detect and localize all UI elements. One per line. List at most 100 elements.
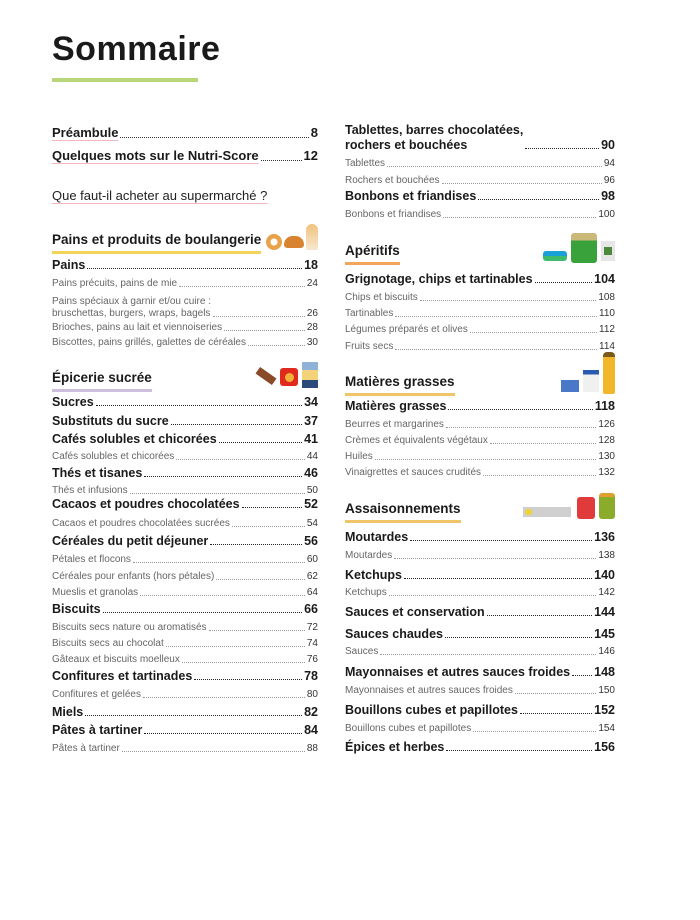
dot-leader	[194, 679, 303, 680]
toc-entry-tartinables[interactable]: Tartinables 110	[345, 308, 615, 320]
toc-entry-huiles[interactable]: Huiles 130	[345, 451, 615, 463]
page-number: 44	[306, 450, 318, 462]
toc-entry-pates-a-tartiner[interactable]: Pâtes à tartiner 88	[52, 743, 318, 755]
toc-entry-fruits-secs[interactable]: Fruits secs 114	[345, 341, 615, 353]
toc-entry-ketchups[interactable]: Ketchups 140	[345, 568, 615, 582]
toc-entry-label: Bouillons cubes et papillotes	[345, 722, 472, 734]
toc-entry-cereales-du-petit-dejeuner[interactable]: Céréales du petit déjeuner 56	[52, 534, 318, 548]
toc-entry-vinaigrettes-et-sauces-crudites[interactable]: Vinaigrettes et sauces crudités 132	[345, 467, 615, 479]
toc-entry-substituts-du-sucre[interactable]: Substituts du sucre 37	[52, 414, 318, 428]
toc-entry-biscottes-pains-grilles-galettes-de-cereales[interactable]: Biscottes, pains grillés, galettes de cé…	[52, 337, 318, 349]
toc-entry-bouillons-cubes-et-papillotes[interactable]: Bouillons cubes et papillotes 152	[345, 703, 615, 717]
toc-entry-pains-precuits-pains-de-mie[interactable]: Pains précuits, pains de mie 24	[52, 278, 318, 290]
page-number: 64	[306, 586, 318, 598]
page-number: 54	[306, 517, 318, 529]
toc-entry-confitures-et-gelees[interactable]: Confitures et gelées 80	[52, 689, 318, 701]
toc-entry-pates-a-tartiner[interactable]: Pâtes à tartiner 84	[52, 723, 318, 737]
toc-entry-cafes-solubles-et-chicorees[interactable]: Cafés solubles et chicorées 41	[52, 432, 318, 446]
toc-entry-pains-speciaux-a-garnir-et-ou-cuire-bruschettas-burgers-wraps-bagels[interactable]: Pains spéciaux à garnir et/ou cuire : br…	[52, 296, 318, 319]
toc-entry-moutardes[interactable]: Moutardes 138	[345, 550, 615, 562]
toc-entry-mayonnaises-et-autres-sauces-froides[interactable]: Mayonnaises et autres sauces froides 148	[345, 665, 615, 679]
section-header-epicerie-sucree: Épicerie sucrée	[52, 370, 152, 392]
page-number: 50	[306, 484, 318, 496]
snacks-icon	[543, 233, 615, 263]
toc-entry-miels[interactable]: Miels 82	[52, 705, 318, 719]
toc-entry-que-faut-il-acheter-au-supermarche[interactable]: Que faut-il acheter au supermarché ?	[52, 188, 267, 204]
toc-entry-cremes-et-equivalents-vegetaux[interactable]: Crèmes et équivalents végétaux 128	[345, 435, 615, 447]
toc-entry-legumes-prepares-et-olives[interactable]: Légumes préparés et olives 112	[345, 324, 615, 336]
toc-entry-bonbons-et-friandises[interactable]: Bonbons et friandises 98	[345, 189, 615, 203]
dot-leader	[260, 160, 302, 161]
toc-entry-label: Pétales et flocons	[52, 553, 131, 565]
section-title: Matières grasses	[345, 374, 455, 396]
toc-entry-ketchups[interactable]: Ketchups 142	[345, 587, 615, 599]
page-number: 56	[304, 533, 318, 548]
toc-entry-label: Moutardes	[345, 549, 393, 561]
toc-entry-moutardes[interactable]: Moutardes 136	[345, 530, 615, 544]
toc-entry-thes-et-infusions[interactable]: Thés et infusions 50	[52, 485, 318, 497]
section-header-pains-et-produits-de-boulangerie: Pains et produits de boulangerie	[52, 232, 262, 254]
toc-entry-label: Beurres et margarines	[345, 418, 444, 430]
toc-entry-cacaos-et-poudres-chocolatees-sucrees[interactable]: Cacaos et poudres chocolatées sucrées 54	[52, 518, 318, 530]
toc-entry-quelques-mots-sur-le-nutri-score[interactable]: Quelques mots sur le Nutri-Score 12	[52, 148, 318, 164]
page-number: 94	[603, 157, 615, 169]
toc-entry-matieres-grasses[interactable]: Matières grasses 118	[345, 399, 615, 413]
toc-entry-epices-et-herbes[interactable]: Épices et herbes 156	[345, 740, 615, 754]
toc-entry-sauces[interactable]: Sauces 146	[345, 646, 615, 658]
toc-entry-petales-et-flocons[interactable]: Pétales et flocons 60	[52, 554, 318, 566]
toc-entry-brioches-pains-au-lait-et-viennoiseries[interactable]: Brioches, pains au lait et viennoiseries…	[52, 322, 318, 334]
toc-entry-pains[interactable]: Pains 18	[52, 258, 318, 272]
dot-leader	[572, 675, 593, 676]
dot-leader	[445, 427, 597, 428]
toc-entry-label: Thés et tisanes	[52, 465, 143, 480]
toc-entry-label: Pains	[52, 257, 86, 272]
toc-entry-bouillons-cubes-et-papillotes[interactable]: Bouillons cubes et papillotes 154	[345, 723, 615, 735]
page-number: 136	[594, 529, 615, 544]
toc-entry-sauces-et-conservation[interactable]: Sauces et conservation 144	[345, 605, 615, 619]
toc-entry-cafes-solubles-et-chicorees[interactable]: Cafés solubles et chicorées 44	[52, 451, 318, 463]
toc-entry-preambule[interactable]: Préambule 8	[52, 125, 318, 141]
toc-entry-sauces-chaudes[interactable]: Sauces chaudes 145	[345, 627, 615, 641]
dot-leader	[87, 268, 303, 269]
dot-leader	[473, 731, 597, 732]
toc-entry-rochers-et-bouchees[interactable]: Rochers et bouchées 96	[345, 175, 615, 187]
toc-entry-label: Substituts du sucre	[52, 413, 169, 428]
dot-leader	[514, 693, 597, 694]
fats-icon	[561, 352, 615, 394]
page-number: 74	[306, 637, 318, 649]
toc-entry-label: Vinaigrettes et sauces crudités	[345, 466, 482, 478]
dot-leader	[179, 286, 305, 287]
dot-leader	[140, 595, 305, 596]
toc-entry-tablettes[interactable]: Tablettes 94	[345, 158, 615, 170]
toc-entry-biscuits-secs-au-chocolat[interactable]: Biscuits secs au chocolat 74	[52, 638, 318, 650]
toc-entry-tablettes-barres-chocolatees-rochers-et-bouchees[interactable]: Tablettes, barres chocolatées, rochers e…	[345, 123, 615, 152]
toc-entry-label: Brioches, pains au lait et viennoiseries	[52, 321, 223, 333]
toc-entry-beurres-et-margarines[interactable]: Beurres et margarines 126	[345, 419, 615, 431]
toc-entry-mueslis-et-granolas[interactable]: Mueslis et granolas 64	[52, 587, 318, 599]
toc-entry-cacaos-et-poudres-chocolatees[interactable]: Cacaos et poudres chocolatées 52	[52, 497, 318, 511]
toc-entry-label: Cacaos et poudres chocolatées sucrées	[52, 517, 230, 529]
toc-entry-thes-et-tisanes[interactable]: Thés et tisanes 46	[52, 466, 318, 480]
toc-entry-label: Ketchups	[345, 586, 387, 598]
toc-entry-chips-et-biscuits[interactable]: Chips et biscuits 108	[345, 292, 615, 304]
toc-entry-label: Thés et infusions	[52, 484, 128, 496]
page-number: 34	[304, 394, 318, 409]
toc-entry-gateaux-et-biscuits-moelleux[interactable]: Gâteaux et biscuits moelleux 76	[52, 654, 318, 666]
toc-entry-sucres[interactable]: Sucres 34	[52, 395, 318, 409]
page-number: 96	[603, 174, 615, 186]
toc-entry-bonbons-et-friandises[interactable]: Bonbons et friandises 100	[345, 209, 615, 221]
toc-entry-grignotage-chips-et-tartinables[interactable]: Grignotage, chips et tartinables 104	[345, 272, 615, 286]
page-number: 88	[306, 742, 318, 754]
page-number: 152	[594, 702, 615, 717]
page-number: 145	[594, 626, 615, 641]
toc-entry-biscuits[interactable]: Biscuits 66	[52, 602, 318, 616]
toc-entry-mayonnaises-et-autres-sauces-froides[interactable]: Mayonnaises et autres sauces froides 150	[345, 685, 615, 697]
page-number: 146	[598, 645, 615, 657]
toc-entry-label: Mayonnaises et autres sauces froides	[345, 684, 513, 696]
page-number: 98	[601, 188, 615, 203]
toc-entry-label: Confitures et tartinades	[52, 668, 193, 683]
toc-entry-confitures-et-tartinades[interactable]: Confitures et tartinades 78	[52, 669, 318, 683]
toc-entry-cereales-pour-enfants-hors-petales[interactable]: Céréales pour enfants (hors pétales) 62	[52, 571, 318, 583]
toc-entry-biscuits-secs-nature-ou-aromatises[interactable]: Biscuits secs nature ou aromatisés 72	[52, 622, 318, 634]
dot-leader	[224, 330, 305, 331]
